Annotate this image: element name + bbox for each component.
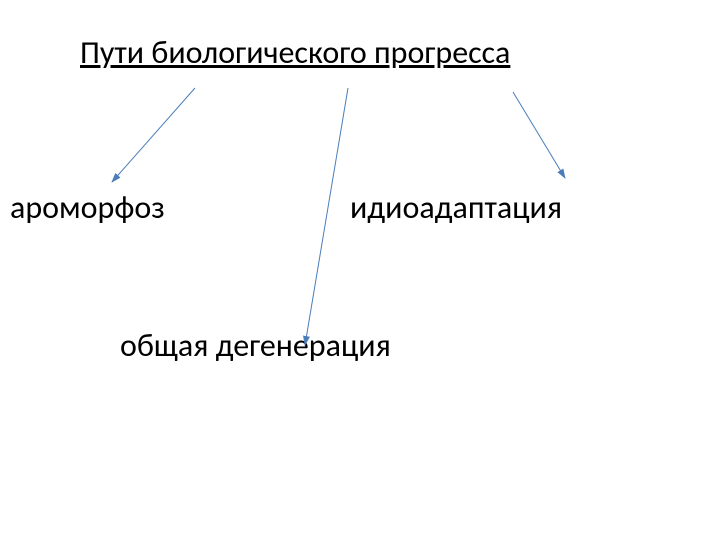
node-degeneration: общая дегенерация: [120, 326, 391, 365]
edge-line-3: [513, 92, 565, 178]
node-idioadaptation: идиоадаптация: [350, 188, 562, 227]
edge-line-1: [112, 88, 195, 182]
node-aromorphoz: ароморфоз: [10, 188, 165, 227]
edge-line-2: [305, 88, 348, 345]
diagram-edges: [0, 0, 720, 540]
diagram-title: Пути биологического прогресса: [80, 33, 510, 72]
